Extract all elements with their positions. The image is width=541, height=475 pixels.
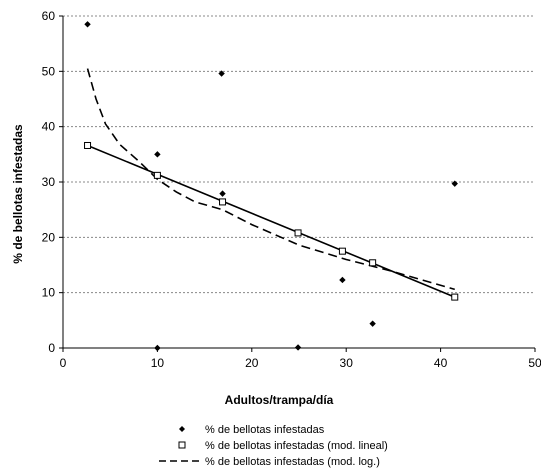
y-tick-label-60: 60: [42, 9, 56, 23]
y-tick-label-0: 0: [48, 341, 55, 355]
series-linear-line: [87, 144, 456, 298]
observed-point-2: [154, 344, 161, 352]
legend-diamond-marker: [179, 426, 185, 432]
series-log-line: [86, 68, 455, 291]
legend-item-log: % de bellotas infestadas (mod. log.): [159, 456, 380, 468]
x-tick-label-40: 40: [434, 356, 448, 370]
observed-point-3: [218, 70, 225, 77]
observed-point-4: [219, 190, 226, 197]
x-tick-label-30: 30: [340, 356, 354, 370]
x-axis-title: Adultos/trampa/día: [225, 393, 334, 407]
legend-item-observed: % de bellotas infestadas: [179, 424, 325, 436]
y-axis-title: % de bellotas infestadas: [11, 124, 25, 264]
y-tick-label-20: 20: [42, 230, 56, 244]
tick-labels: 0 10 20 30 40 50 60 0 10 20 30 40 50: [42, 9, 541, 370]
x-tick-label-0: 0: [60, 356, 67, 370]
legend-square-marker: [178, 441, 186, 449]
linear-point-5: [369, 259, 377, 267]
x-tick-label-10: 10: [151, 356, 165, 370]
observed-point-6: [339, 276, 346, 284]
legend-item-linear: % de bellotas infestadas (mod. lineal): [178, 440, 388, 452]
gridlines: [63, 15, 535, 294]
axes: [59, 15, 536, 352]
linear-point-1: [153, 171, 161, 179]
observed-point-0: [84, 21, 91, 28]
y-tick-label-50: 50: [42, 64, 56, 78]
observed-point-7: [369, 320, 376, 327]
x-tick-label-20: 20: [245, 356, 259, 370]
linear-point-0: [84, 141, 92, 149]
x-tick-label-50: 50: [528, 356, 541, 370]
legend: % de bellotas infestadas % de bellotas i…: [159, 424, 388, 468]
observed-point-1: [154, 151, 161, 158]
legend-label-observed: % de bellotas infestadas: [205, 424, 325, 436]
y-tick-label-30: 30: [42, 175, 56, 189]
linear-point-2: [219, 198, 227, 206]
linear-point-6: [451, 293, 459, 301]
legend-label-linear: % de bellotas infestadas (mod. lineal): [205, 440, 388, 452]
linear-point-4: [338, 247, 346, 255]
y-tick-label-40: 40: [42, 120, 56, 134]
linear-point-3: [294, 229, 302, 237]
series-layer: [84, 21, 459, 352]
legend-label-log: % de bellotas infestadas (mod. log.): [205, 456, 380, 468]
y-tick-label-10: 10: [42, 286, 56, 300]
observed-point-8: [451, 180, 458, 187]
observed-point-5: [294, 344, 302, 351]
